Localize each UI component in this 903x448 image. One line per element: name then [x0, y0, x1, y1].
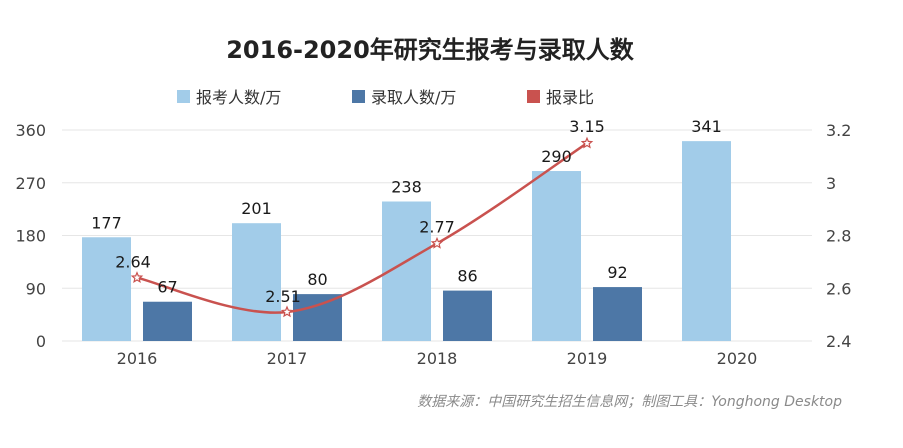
ratio-point-marker [280, 305, 294, 318]
legend-swatch [352, 90, 365, 103]
chart-title: 2016-2020年研究生报考与录取人数 [226, 36, 635, 64]
applicants-data-label: 341 [691, 117, 722, 136]
ratio-point-marker [580, 136, 594, 149]
left-y-tick-label: 270 [15, 174, 46, 193]
ratio-data-label: 2.64 [115, 253, 151, 272]
applicants-bar [532, 171, 581, 341]
left-y-tick-label: 90 [26, 279, 46, 298]
left-y-tick-label: 180 [15, 227, 46, 246]
admitted-data-label: 86 [457, 267, 477, 286]
legend: 报考人数/万 录取人数/万 报录比 [177, 88, 594, 107]
admitted-bar [443, 290, 492, 341]
admitted-bar [293, 294, 342, 341]
ratio-data-label: 2.51 [265, 287, 301, 306]
applicants-data-label: 177 [91, 213, 122, 232]
ratio-point-marker [430, 236, 444, 249]
x-category-label: 2018 [417, 349, 458, 368]
admitted-data-label: 80 [307, 270, 327, 289]
right-y-tick-label: 2.8 [826, 227, 851, 246]
legend-label: 录取人数/万 [371, 88, 456, 107]
ratio-line-series [130, 136, 594, 318]
admitted-bar [593, 287, 642, 341]
applicants-bar [232, 223, 281, 341]
right-y-tick-label: 3 [826, 174, 836, 193]
left-y-tick-label: 360 [15, 121, 46, 140]
x-category-label: 2019 [567, 349, 608, 368]
right-y-tick-label: 3.2 [826, 121, 851, 140]
right-y-tick-label: 2.6 [826, 279, 851, 298]
left-y-tick-label: 0 [36, 332, 46, 351]
applicants-data-label: 290 [541, 147, 572, 166]
admitted-data-label: 92 [607, 263, 627, 282]
admitted-bar [143, 301, 192, 341]
ratio-point-marker [130, 271, 144, 284]
left-y-axis: 0 90 180 270 360 [15, 121, 46, 351]
x-category-label: 2020 [717, 349, 758, 368]
ratio-data-label: 2.77 [419, 217, 455, 236]
right-y-axis: 2.4 2.6 2.8 3 3.2 [826, 121, 851, 351]
ratio-line [136, 142, 588, 314]
applicants-data-label: 238 [391, 178, 422, 197]
applicants-bar [682, 141, 731, 341]
legend-label: 报录比 [546, 88, 594, 107]
legend-label: 报考人数/万 [196, 88, 281, 107]
x-category-label: 2017 [267, 349, 308, 368]
x-axis: 2016 2017 2018 2019 2020 [117, 349, 758, 368]
ratio-data-label: 3.15 [569, 117, 605, 136]
legend-swatch [527, 90, 540, 103]
legend-swatch [177, 90, 190, 103]
x-category-label: 2016 [117, 349, 158, 368]
data-labels: 177 67 201 80 238 86 290 92 341 2.64 2.51 2.77 3.15 [91, 117, 722, 306]
bars [82, 141, 731, 341]
right-y-tick-label: 2.4 [826, 332, 851, 351]
admitted-data-label: 67 [157, 278, 177, 297]
source-note: 数据来源：中国研究生招生信息网；制图工具：Yonghong Desktop [417, 394, 842, 410]
applicants-data-label: 201 [241, 199, 272, 218]
applicants-bar [82, 237, 131, 341]
